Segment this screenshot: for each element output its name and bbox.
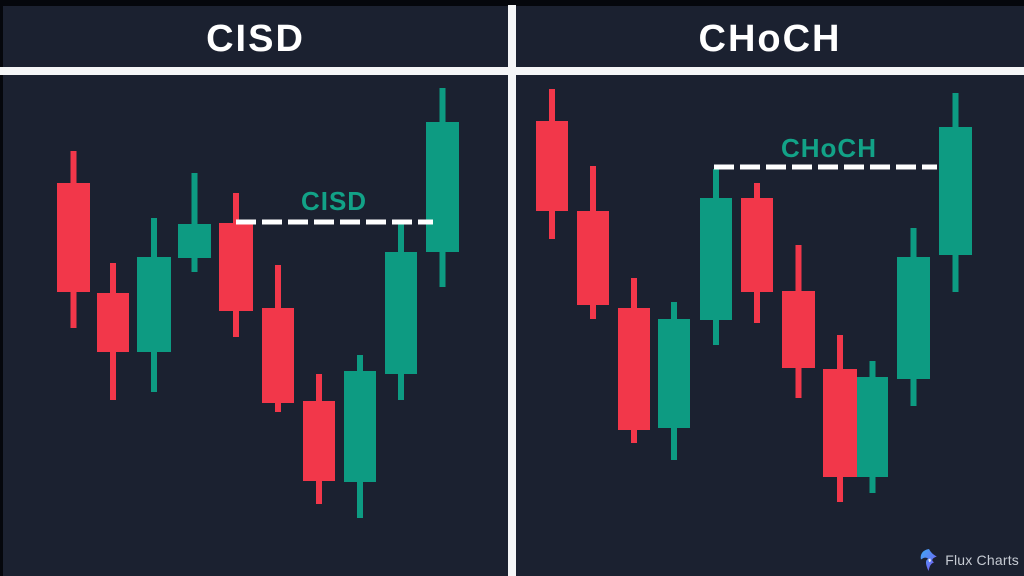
candle-bearish-body <box>823 369 857 477</box>
candle-bullish-body <box>658 319 690 428</box>
candle-bullish-body <box>426 122 459 252</box>
vertical-panel-divider <box>508 5 516 576</box>
candle-bullish-wick <box>191 173 198 272</box>
cisd-annotation-label: CISD <box>300 186 368 216</box>
candle-bearish-body <box>618 308 650 430</box>
candle-bearish-body <box>57 183 90 292</box>
candle-bullish-body <box>137 257 171 352</box>
top-border <box>0 0 1024 6</box>
candle-bearish-body <box>97 293 129 352</box>
candle-bearish-body <box>782 291 815 368</box>
candle-bullish-body <box>344 371 376 482</box>
candle-bullish-body <box>897 257 930 379</box>
candle-bearish-body <box>303 401 335 481</box>
candle-bullish-body <box>939 127 972 255</box>
candle-bullish-body <box>700 198 732 320</box>
flux-charts-watermark: Flux Charts <box>918 548 1019 572</box>
flux-charts-logo-text: Flux Charts <box>945 552 1019 568</box>
flux-charts-logo-icon <box>920 549 938 571</box>
candle-bearish-body <box>536 121 568 211</box>
choch-annotation-label: CHoCH <box>781 133 877 163</box>
candle-bearish-body <box>262 308 294 403</box>
right-panel-title: CHoCH <box>698 18 842 60</box>
left-panel-title: CISD <box>206 18 305 60</box>
candle-bearish-body <box>741 198 773 292</box>
candle-bullish-body <box>857 377 888 477</box>
candle-bearish-body <box>577 211 609 305</box>
candle-bullish-body <box>385 252 417 374</box>
candle-bullish-body <box>178 224 211 258</box>
candle-bearish-body <box>219 223 253 311</box>
left-border <box>0 0 3 576</box>
